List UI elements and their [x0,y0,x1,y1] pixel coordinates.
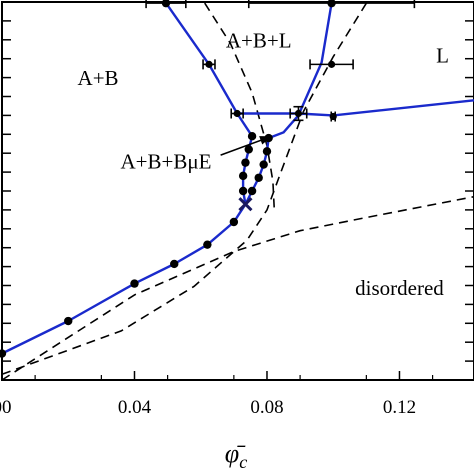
dashed-boundary-8 [1,195,474,381]
data-point [247,186,257,196]
cross-marker [238,197,253,212]
x-tick-label: 00 [0,397,12,418]
data-point [262,147,272,156]
x-tick-label: 0.12 [383,397,416,418]
region-label: A+B+BμE [120,149,211,173]
region-label: A+B [78,66,119,90]
data-point [254,173,263,182]
data-point [327,0,336,8]
phase-boundary-5 [237,99,474,117]
x-axis-title: φ̄c [225,439,247,472]
error-bar-point [327,60,336,68]
data-point [241,158,250,167]
phase-boundary-0 [1,203,247,355]
region-label: disordered [355,276,444,300]
dashed-boundary-7 [1,2,368,376]
data-point [259,160,268,169]
phase-boundaries [1,2,474,355]
data-point [0,349,7,358]
error-bars [145,0,416,122]
data-point [64,316,73,326]
error-bar-point [294,109,303,118]
dashed-boundaries [1,2,474,381]
error-bar-point [329,112,337,121]
data-points [0,0,336,358]
x-axis-title-subscript: c [239,452,247,472]
x-tick-label: 0.04 [118,397,152,418]
error-bar-point [233,109,241,118]
axes: 00 0.04 0.08 0.12 [0,1,474,418]
phase-boundary-3 [165,2,254,137]
data-point [238,186,248,196]
svg-text:φ̄c: φ̄c [225,439,247,472]
data-point [238,171,248,181]
dashed-boundary-6 [204,2,276,210]
data-point [244,145,253,154]
data-point [229,217,239,227]
data-point [170,259,179,269]
x-tick-label: 0.08 [250,397,283,418]
annotation-arrow-head [259,136,272,145]
region-label: L [436,43,449,67]
data-point [247,131,257,141]
data-point [203,240,212,249]
data-point [161,0,171,8]
phase-boundary-4 [268,2,333,140]
region-labels: A+B+L L A+B A+B+BμE disordered [78,28,449,300]
data-point [130,279,139,288]
region-label: A+B+L [226,28,292,52]
error-bar-point [205,60,213,68]
